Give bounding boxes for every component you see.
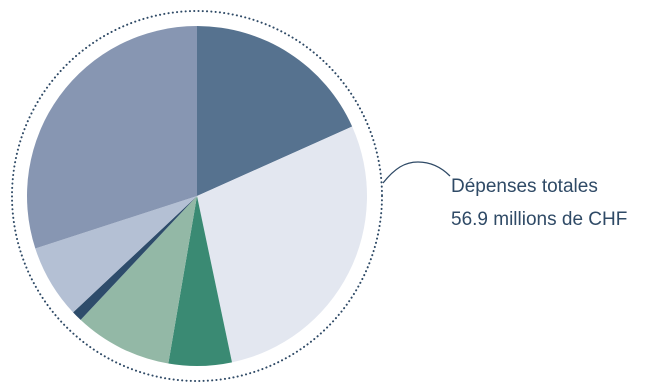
total-spending-label: Dépenses totales [451,176,598,197]
pie-slice-1 [197,26,353,196]
pie-slice-6 [35,196,197,313]
total-spending-value: 56.9 millions de CHF [451,209,628,230]
pie-slice-7 [27,26,197,249]
pie-slice-5 [73,196,197,320]
pie-slice-3 [168,196,232,367]
callout-connector-line [382,161,451,184]
pie-slice-2 [197,126,368,363]
dotted-outline-ring [11,10,383,382]
pie-slices [27,26,368,367]
pie-slice-4 [80,196,197,364]
